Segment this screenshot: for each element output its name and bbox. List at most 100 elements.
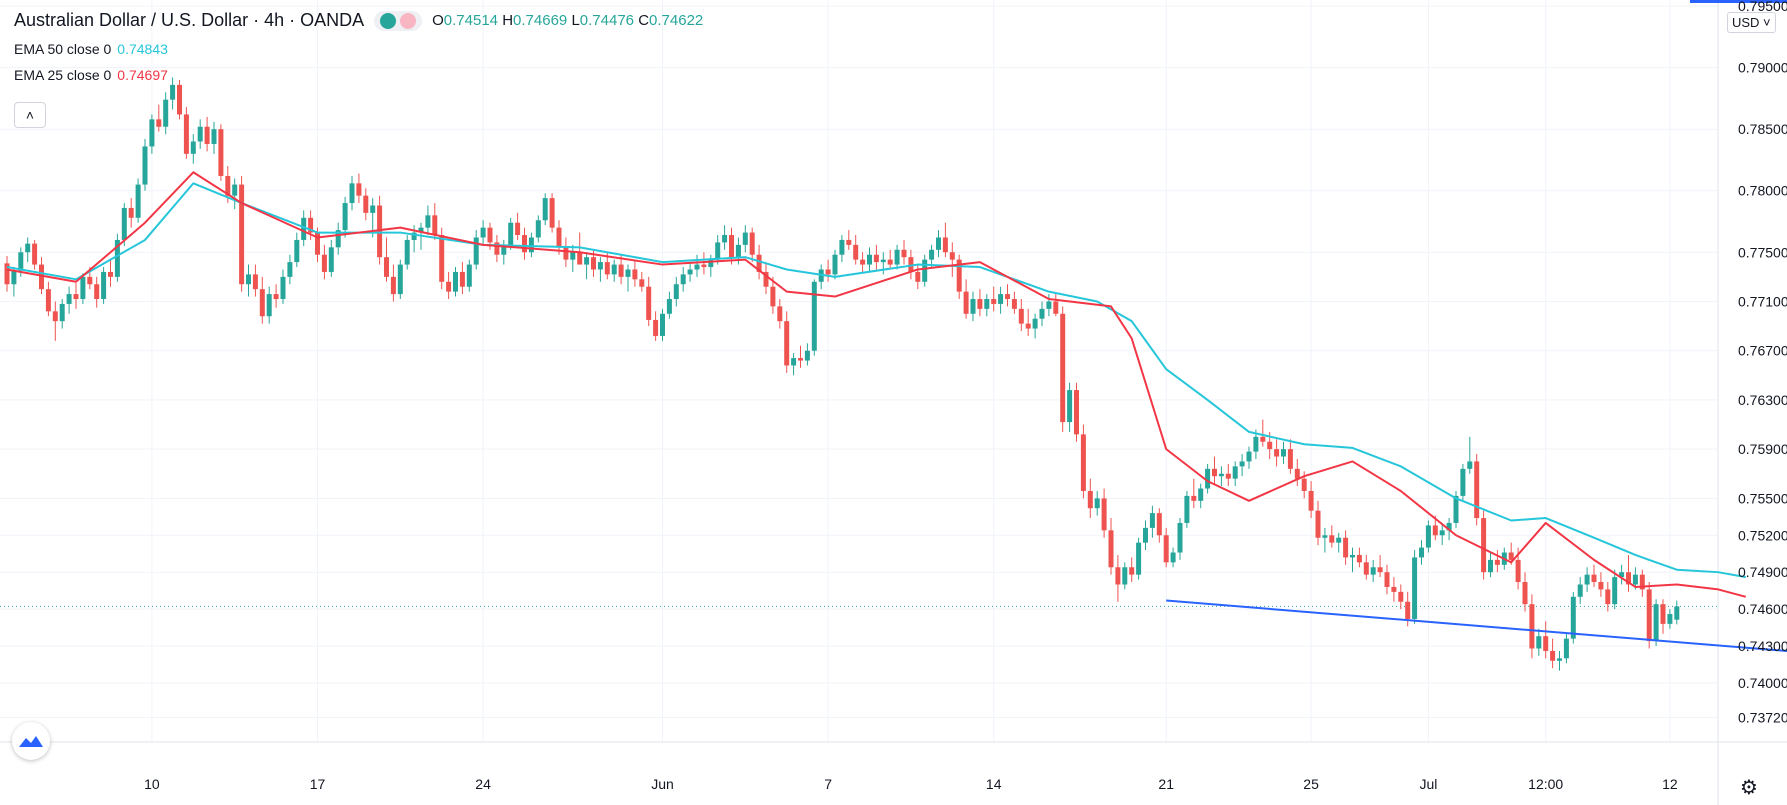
- candle-body: [439, 235, 445, 282]
- candle-body: [1239, 461, 1245, 467]
- candle-body: [922, 259, 928, 282]
- ema25-value: 0.74697: [117, 67, 168, 83]
- indicator-ema25[interactable]: EMA 25 close 0 0.74697: [14, 67, 168, 83]
- candle-body: [618, 264, 624, 277]
- candle-body: [1053, 301, 1059, 314]
- candle-body: [1163, 535, 1169, 563]
- candle-body: [1143, 527, 1148, 543]
- indicator-ema50[interactable]: EMA 50 close 0 0.74843: [14, 41, 168, 57]
- x-tick-label: 24: [475, 776, 491, 792]
- candle-body: [825, 269, 831, 275]
- candle-body: [991, 299, 997, 304]
- candle-body: [308, 217, 314, 233]
- candle-body: [1274, 449, 1280, 457]
- candle-body: [742, 232, 748, 245]
- x-tick-label: 12:00: [1528, 776, 1563, 792]
- tradingview-logo-icon[interactable]: [12, 722, 50, 760]
- candle-body: [246, 274, 251, 285]
- symbol-title[interactable]: Australian Dollar / U.S. Dollar · 4h · O…: [14, 10, 365, 30]
- candle-body: [998, 294, 1004, 304]
- candle-body: [915, 271, 921, 282]
- candle-body: [977, 299, 983, 309]
- candle-body: [1467, 461, 1473, 469]
- candle-body: [1494, 559, 1500, 565]
- candle-body: [1619, 572, 1625, 578]
- candle-body: [1322, 535, 1328, 538]
- candle-body: [501, 244, 507, 255]
- candle-body: [356, 183, 362, 196]
- candle-body: [1350, 554, 1355, 558]
- collapse-legend-button[interactable]: ˄: [14, 102, 46, 128]
- candle-body: [1557, 658, 1562, 661]
- candle-body: [232, 184, 238, 196]
- candle-body: [1281, 449, 1286, 457]
- candle-body: [335, 230, 341, 248]
- candle-body: [984, 299, 990, 309]
- y-tick-label: 0.77100: [1738, 293, 1787, 309]
- x-tick-label: 25: [1303, 776, 1319, 792]
- x-tick-label: Jul: [1419, 776, 1437, 792]
- candle-body: [121, 207, 127, 240]
- y-tick-label: 0.79000: [1738, 60, 1787, 76]
- candle-body: [1074, 390, 1079, 435]
- candle-body: [163, 99, 169, 127]
- candle-body: [170, 84, 176, 100]
- candle-body: [1218, 473, 1224, 477]
- candle-body: [459, 271, 465, 287]
- candle-body: [114, 239, 120, 277]
- candle-body: [1384, 572, 1390, 587]
- candle-body: [687, 269, 693, 275]
- candle-body: [1246, 451, 1252, 462]
- candle-body: [1543, 636, 1549, 651]
- candle-body: [1363, 562, 1369, 575]
- candle-body: [832, 254, 838, 275]
- candle-body: [1198, 488, 1204, 501]
- candle-body: [1025, 323, 1031, 329]
- candle-body: [1508, 552, 1514, 560]
- candle-body: [887, 259, 893, 265]
- y-tick-label: 0.79500: [1738, 0, 1787, 14]
- candle-body: [804, 350, 810, 361]
- candle-body: [25, 243, 31, 253]
- candle-body: [39, 264, 44, 290]
- candle-body: [73, 294, 79, 300]
- candle-body: [1005, 294, 1010, 300]
- candle-body: [901, 249, 907, 258]
- candle-body: [625, 269, 631, 277]
- candle-body: [1315, 510, 1321, 538]
- status-pill[interactable]: [374, 10, 423, 31]
- candle-body: [315, 232, 320, 255]
- x-tick-label: 7: [824, 776, 832, 792]
- candle-body: [1419, 547, 1424, 558]
- open-value: 0.74514: [443, 12, 499, 29]
- candle-body: [411, 232, 417, 240]
- candle-body: [1626, 572, 1631, 585]
- candle-body: [694, 264, 700, 270]
- gear-icon[interactable]: ⚙: [1740, 777, 1758, 799]
- candle-body: [211, 129, 217, 144]
- candle-body: [1370, 567, 1376, 575]
- candle-body: [239, 184, 245, 285]
- candle-body: [839, 239, 845, 255]
- candle-body: [1108, 530, 1114, 568]
- candle-body: [301, 217, 307, 240]
- candle-body: [1391, 586, 1397, 592]
- y-tick-label: 0.76700: [1738, 343, 1787, 359]
- candle-body: [791, 358, 797, 366]
- candle-body: [894, 249, 900, 265]
- candle-body: [1177, 522, 1183, 553]
- candle-body: [204, 126, 210, 144]
- currency-select[interactable]: USD ˅: [1727, 12, 1776, 33]
- candle-body: [453, 271, 458, 292]
- candle-body: [1474, 461, 1480, 519]
- x-tick-label: Jun: [651, 776, 674, 792]
- candle-body: [639, 279, 645, 287]
- candle-body: [480, 227, 486, 238]
- candle-body: [777, 306, 783, 322]
- candle-body: [1129, 567, 1135, 575]
- candle-body: [390, 276, 396, 295]
- candle-body: [1446, 522, 1452, 531]
- candle-body: [584, 257, 590, 265]
- y-tick-label: 0.74600: [1738, 601, 1787, 617]
